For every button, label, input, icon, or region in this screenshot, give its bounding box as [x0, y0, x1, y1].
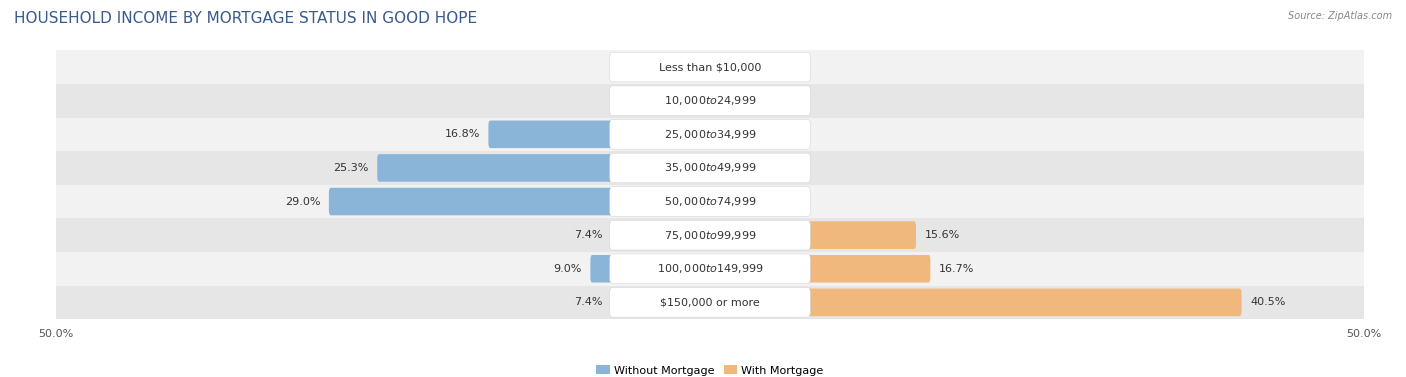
FancyBboxPatch shape	[488, 121, 711, 148]
Text: 2.6%: 2.6%	[637, 96, 665, 106]
Text: 1.1%: 1.1%	[735, 96, 763, 106]
Text: $100,000 to $149,999: $100,000 to $149,999	[657, 262, 763, 275]
Text: $150,000 or more: $150,000 or more	[661, 297, 759, 307]
Text: 2.9%: 2.9%	[758, 196, 787, 207]
FancyBboxPatch shape	[709, 53, 728, 81]
FancyBboxPatch shape	[709, 87, 727, 115]
FancyBboxPatch shape	[610, 153, 810, 183]
Text: HOUSEHOLD INCOME BY MORTGAGE STATUS IN GOOD HOPE: HOUSEHOLD INCOME BY MORTGAGE STATUS IN G…	[14, 11, 477, 26]
FancyBboxPatch shape	[610, 52, 810, 82]
Bar	[0, 151, 1406, 185]
Text: 7.4%: 7.4%	[574, 297, 603, 307]
Bar	[0, 50, 1406, 84]
FancyBboxPatch shape	[709, 221, 915, 249]
Text: Less than $10,000: Less than $10,000	[659, 62, 761, 72]
Text: 16.8%: 16.8%	[444, 129, 479, 139]
Text: $50,000 to $74,999: $50,000 to $74,999	[664, 195, 756, 208]
Text: 4.2%: 4.2%	[776, 129, 804, 139]
FancyBboxPatch shape	[591, 255, 711, 282]
FancyBboxPatch shape	[610, 187, 810, 216]
FancyBboxPatch shape	[610, 288, 810, 317]
FancyBboxPatch shape	[673, 53, 711, 81]
Bar	[0, 84, 1406, 118]
Text: 2.6%: 2.6%	[637, 62, 665, 72]
Text: 7.4%: 7.4%	[574, 230, 603, 240]
Bar	[0, 185, 1406, 218]
Text: $25,000 to $34,999: $25,000 to $34,999	[664, 128, 756, 141]
Text: 16.7%: 16.7%	[939, 264, 974, 274]
Text: 15.6%: 15.6%	[925, 230, 960, 240]
FancyBboxPatch shape	[709, 154, 765, 182]
FancyBboxPatch shape	[610, 221, 810, 250]
FancyBboxPatch shape	[612, 288, 711, 316]
Bar	[0, 252, 1406, 285]
FancyBboxPatch shape	[709, 121, 766, 148]
FancyBboxPatch shape	[709, 288, 1241, 316]
Text: 9.0%: 9.0%	[554, 264, 582, 274]
Text: 29.0%: 29.0%	[285, 196, 321, 207]
Text: 25.3%: 25.3%	[333, 163, 368, 173]
Bar	[0, 118, 1406, 151]
FancyBboxPatch shape	[610, 86, 810, 115]
Text: 4.0%: 4.0%	[773, 163, 801, 173]
Legend: Without Mortgage, With Mortgage: Without Mortgage, With Mortgage	[592, 361, 828, 377]
Bar	[0, 285, 1406, 319]
Text: Source: ZipAtlas.com: Source: ZipAtlas.com	[1288, 11, 1392, 21]
FancyBboxPatch shape	[377, 154, 711, 182]
Text: 1.3%: 1.3%	[738, 62, 766, 72]
FancyBboxPatch shape	[673, 87, 711, 115]
FancyBboxPatch shape	[610, 254, 810, 284]
Text: $10,000 to $24,999: $10,000 to $24,999	[664, 94, 756, 107]
Text: $35,000 to $49,999: $35,000 to $49,999	[664, 161, 756, 175]
FancyBboxPatch shape	[709, 188, 749, 215]
Text: 40.5%: 40.5%	[1250, 297, 1285, 307]
Text: $75,000 to $99,999: $75,000 to $99,999	[664, 228, 756, 242]
FancyBboxPatch shape	[612, 221, 711, 249]
FancyBboxPatch shape	[329, 188, 711, 215]
Bar	[0, 218, 1406, 252]
FancyBboxPatch shape	[709, 255, 931, 282]
FancyBboxPatch shape	[610, 120, 810, 149]
